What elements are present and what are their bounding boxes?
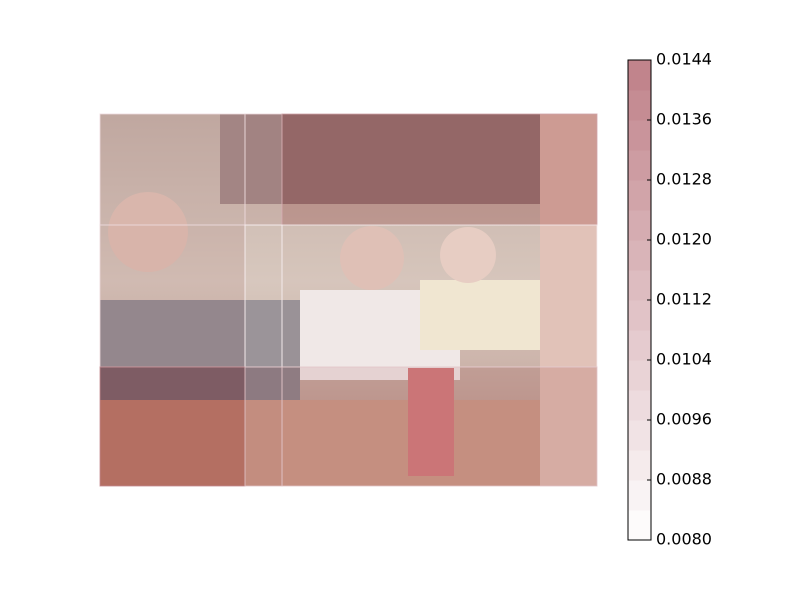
colorbar-step: [628, 480, 651, 511]
colorbar-step: [628, 120, 651, 151]
heat-cell: [281, 113, 598, 226]
heat-cell: [281, 224, 598, 368]
heat-cell: [99, 113, 246, 226]
colorbar-tick-label: 0.0088: [656, 470, 712, 489]
colorbar-step: [628, 150, 651, 181]
colorbar-step: [628, 330, 651, 361]
colorbar-tick-label: 0.0120: [656, 230, 712, 249]
colorbar-step: [628, 510, 651, 541]
colorbar-step: [628, 300, 651, 331]
heat-cell: [244, 366, 283, 487]
heat-cell: [99, 224, 246, 368]
colorbar-step: [628, 360, 651, 391]
colorbar-tick-label: 0.0112: [656, 290, 712, 309]
colorbar-step: [628, 90, 651, 121]
colorbar-step: [628, 420, 651, 451]
colorbar-tick-label: 0.0104: [656, 350, 712, 369]
colorbar-tick-label: 0.0144: [656, 50, 712, 69]
colorbar-step: [628, 210, 651, 241]
heat-cell: [281, 366, 598, 487]
colorbar-step: [628, 270, 651, 301]
colorbar-tick-label: 0.0080: [656, 530, 712, 549]
colorbar-step: [628, 240, 651, 271]
colorbar-step: [628, 450, 651, 481]
colorbar-step: [628, 390, 651, 421]
heat-cell: [244, 113, 283, 226]
colorbar-step: [628, 60, 651, 91]
colorbar-tick-label: 0.0096: [656, 410, 712, 429]
colorbar-tick-label: 0.0128: [656, 170, 712, 189]
heat-cell: [244, 224, 283, 368]
heat-cell: [99, 366, 246, 487]
colorbar-tick-label: 0.0136: [656, 110, 712, 129]
colorbar-step: [628, 180, 651, 211]
